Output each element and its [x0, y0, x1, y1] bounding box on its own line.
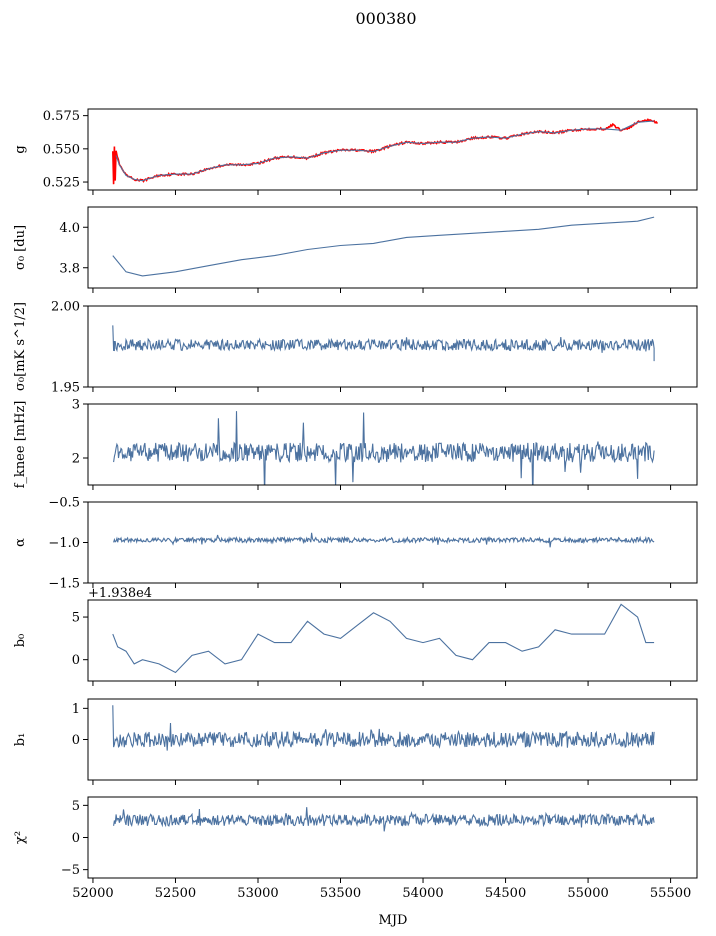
series-line-8-1 [113, 807, 655, 832]
series-line-4-1 [113, 411, 655, 485]
y-tick-label: 2.00 [51, 300, 80, 315]
y-tick-label: 0.550 [43, 142, 80, 157]
y-tick-label: 4.0 [59, 221, 80, 236]
y-axis-label: b₀ [13, 634, 28, 648]
x-tick-label: 54000 [402, 886, 443, 901]
y-axis-label: g [13, 145, 28, 153]
figure-title: 000380 [355, 9, 416, 28]
series-line-1-1 [112, 118, 659, 185]
x-tick-label: 52500 [155, 886, 196, 901]
y-tick-label: 0 [72, 733, 80, 748]
y-axis-label: σ₀ [du] [13, 225, 28, 270]
series-line-1-2 [115, 120, 655, 182]
axes-frame [87, 599, 698, 682]
y-tick-label: −1.5 [48, 577, 80, 592]
y-axis-label: σ₀[mK s^1/2] [13, 302, 28, 391]
y-axis-label: f_knee [mHz] [13, 401, 28, 489]
x-tick-label: 55500 [650, 886, 691, 901]
panel-3: 1.95 2.00 σ₀[mK s^1/2] [13, 300, 698, 396]
y-tick-label: 3.8 [59, 261, 80, 276]
y-tick-label: 5 [72, 799, 80, 814]
axes-frame [87, 108, 698, 191]
x-tick-label: 53000 [237, 886, 278, 901]
y-tick-label: 1 [72, 702, 80, 717]
panel-2: 3.8 4.0 σ₀ [du] [13, 206, 698, 293]
panels: 0.525 0.550 0.575 g 3.8 4.0 σ₀ [du] 1.95 2.00 σ₀[… [13, 108, 698, 901]
series-line-3-1 [112, 325, 655, 362]
y-tick-label: 3 [72, 398, 80, 413]
x-tick-label: 54500 [485, 886, 526, 901]
y-tick-label: 0.575 [43, 109, 80, 124]
x-tick-label: 55000 [567, 886, 608, 901]
series-line-5-1 [113, 532, 655, 548]
axes-frame [87, 305, 698, 388]
y-tick-label: −0.5 [48, 496, 80, 511]
y-tick-label: 0 [72, 653, 80, 668]
axes-frame [87, 796, 698, 879]
y-tick-label: 0 [72, 831, 80, 846]
panel-1: 0.525 0.550 0.575 g [13, 108, 698, 195]
y-tick-label: 1.95 [51, 381, 80, 396]
panel-6: 0 5 b₀ +1.938e4 [13, 586, 698, 686]
panel-5: −1.5 −1.0 −0.5 α [13, 496, 698, 592]
panel-4: 2 3 f_knee [mHz] [13, 398, 698, 490]
y-tick-label: −5 [61, 863, 80, 878]
panel-8: −5 0 5 52000 52500 53000 53500 54000 54500 55000 5… [13, 796, 698, 901]
y-tick-label: 2 [72, 452, 80, 467]
y-axis-label: α [13, 538, 28, 547]
x-axis-label: MJD [379, 913, 408, 928]
y-tick-label: −1.0 [48, 536, 80, 551]
axes-frame [87, 403, 698, 486]
offset-label: +1.938e4 [88, 586, 152, 601]
x-tick-label: 52000 [72, 886, 113, 901]
panel-7: 0 1 b₁ [13, 698, 698, 785]
y-tick-label: 0.525 [43, 176, 80, 191]
y-axis-label: χ² [13, 831, 28, 844]
y-axis-label: b₁ [13, 733, 28, 747]
axes-frame [87, 501, 698, 584]
series-line-6-1 [112, 603, 655, 674]
series-line-2-1 [112, 216, 655, 277]
series-line-7-1 [112, 705, 655, 751]
x-tick-label: 53500 [320, 886, 361, 901]
y-tick-label: 5 [72, 611, 80, 626]
axes-frame [87, 206, 698, 289]
